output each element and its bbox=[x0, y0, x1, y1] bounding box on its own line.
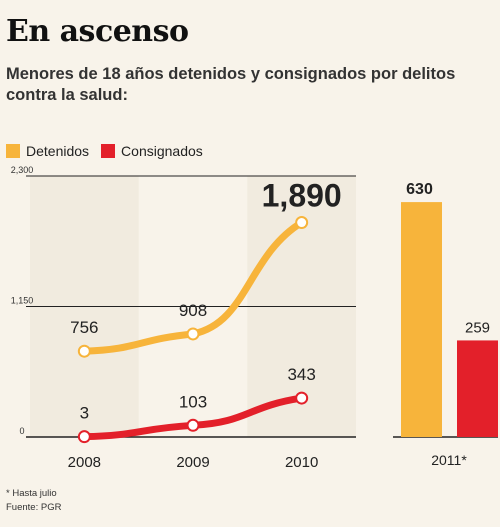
y-tick-label: 1,150 bbox=[11, 296, 34, 306]
bar-label-consignados-2011: 259 bbox=[465, 319, 490, 336]
legend-label-detenidos: Detenidos bbox=[26, 143, 90, 159]
data-point-consignados-2010 bbox=[295, 391, 309, 405]
data-label-consignados-2008: 3 bbox=[80, 404, 89, 423]
chart-subtitle: Menores de 18 años detenidos y consignad… bbox=[6, 65, 456, 104]
chart-title: En ascenso bbox=[6, 14, 189, 49]
x-tick-label-2008: 2008 bbox=[68, 454, 101, 471]
legend-swatch-consignados bbox=[101, 144, 116, 158]
x-tick-label-2009: 2009 bbox=[176, 454, 209, 471]
bar-consignados-2011 bbox=[457, 340, 498, 437]
y-tick-label: 2,300 bbox=[11, 165, 34, 175]
legend-item-consignados: Consignados bbox=[101, 143, 203, 159]
data-point-detenidos-2010 bbox=[295, 216, 309, 230]
data-point-consignados-2009 bbox=[186, 418, 200, 432]
data-label-consignados-2009: 103 bbox=[179, 392, 207, 411]
data-label-detenidos-2008: 756 bbox=[70, 318, 98, 337]
y-tick-label: 0 bbox=[19, 426, 24, 436]
legend: Detenidos Consignados bbox=[6, 143, 215, 159]
bar-detenidos-2011 bbox=[401, 202, 442, 437]
data-label-consignados-2010: 343 bbox=[287, 365, 315, 384]
x-tick-label-2010: 2010 bbox=[285, 454, 318, 471]
data-point-consignados-2008 bbox=[77, 430, 91, 444]
legend-swatch-detenidos bbox=[6, 144, 20, 158]
data-point-detenidos-2009 bbox=[186, 327, 200, 341]
source: Fuente: PGR bbox=[6, 502, 62, 513]
data-label-detenidos-2009: 908 bbox=[179, 301, 207, 320]
legend-label-consignados: Consignados bbox=[121, 143, 203, 159]
footnote: * Hasta julio bbox=[6, 488, 57, 499]
x-tick-label-2011: 2011* bbox=[431, 452, 467, 468]
bar-label-detenidos-2011: 630 bbox=[406, 181, 433, 198]
data-point-detenidos-2008 bbox=[77, 344, 91, 358]
legend-item-detenidos: Detenidos bbox=[6, 143, 89, 159]
data-label-detenidos-2010: 1,890 bbox=[262, 178, 342, 214]
